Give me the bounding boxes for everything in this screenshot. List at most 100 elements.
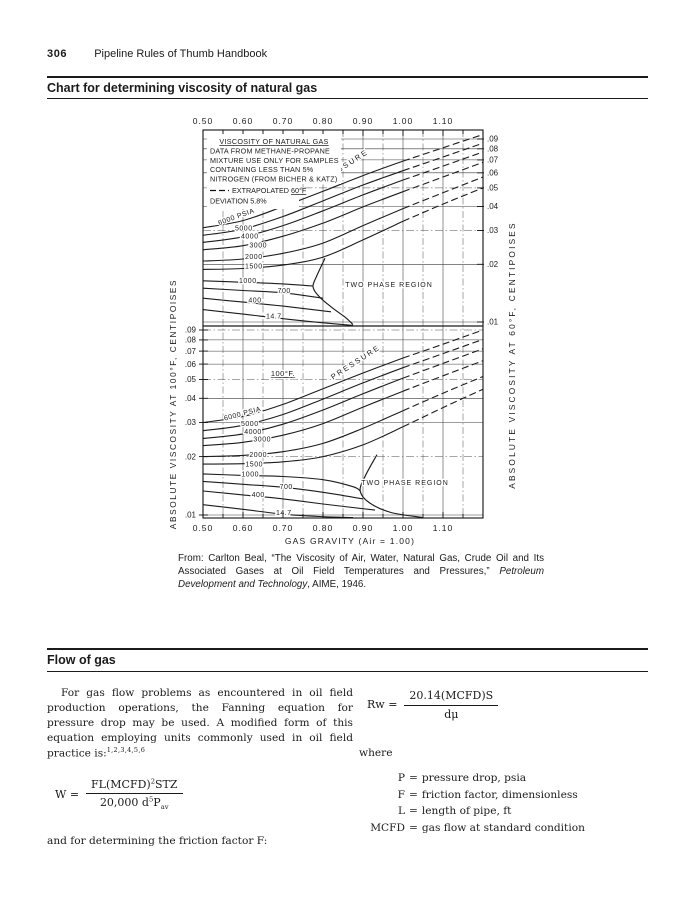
curve-100f-1500 xyxy=(203,426,404,465)
y-tick-label: .09 xyxy=(487,135,499,144)
eq2-fraction: 20.14(MCFD)S dμ xyxy=(404,688,499,722)
curve-60f-2000 xyxy=(203,208,404,262)
caption-text: From: Carlton Beal, “The Viscosity of Ai… xyxy=(178,553,544,577)
definition-equals: = xyxy=(409,805,418,818)
y-tick-label: .04 xyxy=(487,202,499,211)
eq1-den-subscript: av xyxy=(160,803,169,812)
section-rule-below-chart-heading xyxy=(47,98,648,99)
curve-60f-700 xyxy=(203,287,324,299)
label-400: 400 xyxy=(248,298,261,305)
label-1000: 1000 xyxy=(239,278,257,285)
x-tick-label-bottom: 0.60 xyxy=(233,523,254,533)
y-tick-label: .06 xyxy=(487,169,499,178)
definition-symbol: P xyxy=(397,772,405,785)
friction-factor-line: and for determining the friction factor … xyxy=(47,835,268,848)
section-rule-above-chart-heading xyxy=(47,76,648,78)
curve-100f-1000 xyxy=(203,473,361,492)
title-block-background xyxy=(207,134,341,184)
definition-description: pressure drop, psia xyxy=(421,772,527,785)
label-400: 400 xyxy=(252,492,265,499)
curve-60f-3000 xyxy=(203,191,404,251)
curve-100f-6000-psia-extrapolated xyxy=(402,329,483,359)
curve-60f-5000-extrapolated xyxy=(402,142,483,172)
eq1-den-exponent: 5 xyxy=(148,795,154,804)
y-tick-label: .07 xyxy=(185,347,197,356)
definition-description: friction factor, dimensionless xyxy=(421,788,578,801)
eq2-numerator: 20.14(MCFD)S xyxy=(404,688,499,706)
deviation-note: DEVIATION 5.8% xyxy=(210,197,267,206)
x-tick-label-bottom: 0.80 xyxy=(313,523,334,533)
curve-60f-4000-extrapolated xyxy=(402,151,483,181)
section-rule-above-flow-heading xyxy=(47,648,648,650)
flow-paragraph: For gas flow problems as encountered in … xyxy=(47,686,353,762)
definition-row: L = length of pipe, ft xyxy=(359,804,651,819)
label-2000: 2000 xyxy=(249,452,267,459)
chart-title-line: MIXTURE USE ONLY FOR SAMPLES xyxy=(210,156,339,165)
definition-symbol: F xyxy=(397,788,405,801)
definition-equals: = xyxy=(409,788,418,801)
x-tick-label-bottom: 1.00 xyxy=(393,523,414,533)
x-tick-label-bottom: 0.90 xyxy=(353,523,374,533)
where-label: where xyxy=(359,747,393,760)
y-tick-label: .04 xyxy=(185,394,197,403)
extrapolated-legend-label: EXTRAPOLATED 60°F xyxy=(232,186,307,195)
curve-60f-2000-extrapolated xyxy=(402,176,483,210)
label-700: 700 xyxy=(278,288,291,295)
y-tick-label: .05 xyxy=(185,375,197,384)
section-heading-chart: Chart for determining viscosity of natur… xyxy=(47,81,318,95)
x-tick-label-top: 1.10 xyxy=(433,116,454,126)
label-14-7: 14.7 xyxy=(266,314,282,321)
two-phase-boundary-100f xyxy=(359,454,424,518)
definition-equals: = xyxy=(409,821,418,834)
curve-100f-2000 xyxy=(203,410,404,458)
label-700: 700 xyxy=(280,484,293,491)
eq1-equals: = xyxy=(69,788,80,802)
eq1-fraction: FL(MCFD)2STZ 20,000 d5Pav xyxy=(86,777,183,813)
curve-60f-4000 xyxy=(203,179,404,243)
curve-100f-2000-extrapolated xyxy=(402,375,483,412)
curve-100f-400 xyxy=(203,490,376,511)
definition-symbol: L xyxy=(397,805,405,818)
x-tick-label-top: 0.80 xyxy=(313,116,334,126)
y-tick-label: .08 xyxy=(185,336,197,345)
page-header: 306 Pipeline Rules of Thumb Handbook xyxy=(47,48,267,60)
curve-100f-6000-psia xyxy=(203,357,404,424)
label-4000: 4000 xyxy=(244,429,262,436)
definition-row: F = friction factor, dimensionless xyxy=(359,788,651,803)
chart-title-line: NITROGEN (FROM BICHER & KATZ) xyxy=(210,174,337,183)
eq1-num-exponent: 2 xyxy=(150,777,156,786)
y-tick-label: .02 xyxy=(487,260,499,269)
curve-100f-4000-extrapolated xyxy=(402,348,483,379)
eq1-den-tail: P xyxy=(153,796,161,810)
chart-title-line: DATA FROM METHANE-PROPANE xyxy=(210,147,330,156)
curve-100f-3000 xyxy=(203,390,404,447)
y-tick-label: .03 xyxy=(185,418,197,427)
x-tick-label-bottom: 0.70 xyxy=(273,523,294,533)
flow-left-column: For gas flow problems as encountered in … xyxy=(47,686,353,849)
caption-tail: , AIME, 1946. xyxy=(307,578,367,590)
y-tick-label: .01 xyxy=(185,511,197,520)
curve-100f-4000 xyxy=(203,377,404,440)
curve-60f-5000 xyxy=(203,170,404,236)
label-14-7: 14.7 xyxy=(276,510,292,517)
definition-description: length of pipe, ft xyxy=(421,805,512,818)
definition-row: P = pressure drop, psia xyxy=(359,771,651,786)
label-two-phase-region: TWO PHASE REGION xyxy=(361,480,449,487)
curve-60f-6000-psia xyxy=(203,160,404,229)
label-3000: 3000 xyxy=(253,436,271,443)
label-5000: 5000 xyxy=(241,421,259,428)
page-number: 306 xyxy=(47,48,68,60)
y-tick-label: .01 xyxy=(487,318,499,327)
definition-symbol: MCFD xyxy=(370,821,405,834)
y-tick-label: .06 xyxy=(185,360,197,369)
x-tick-label-bottom: 0.50 xyxy=(193,523,214,533)
flow-paragraph-text: For gas flow problems as encountered in … xyxy=(47,687,353,760)
left-y-axis-title: ABSOLUTE VISCOSITY AT 100°F, CENTIPOISES xyxy=(168,279,178,529)
y-tick-label: .03 xyxy=(487,226,499,235)
y-tick-label: .08 xyxy=(487,145,499,154)
x-tick-label-top: 0.90 xyxy=(353,116,374,126)
label-2000: 2000 xyxy=(245,254,263,261)
curve-100f-1500-extrapolated xyxy=(402,388,483,428)
